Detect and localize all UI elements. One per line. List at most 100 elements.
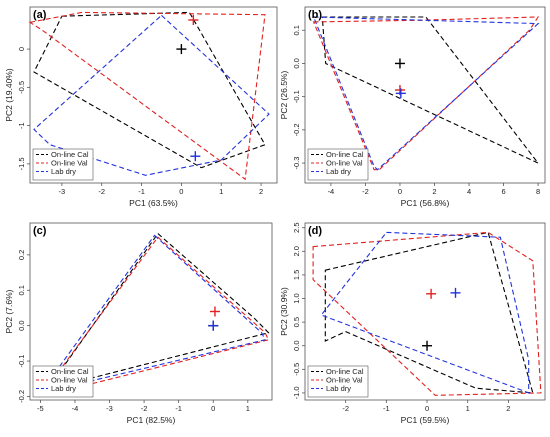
x-tick-label: -5 [37, 404, 44, 413]
x-tick-label: 2 [506, 404, 510, 413]
y-tick-label: 1.0 [292, 293, 301, 303]
centroid-on-line-cal [176, 44, 187, 55]
legend-entry: On-line Cal [326, 367, 364, 376]
panel-label: (a) [33, 9, 47, 21]
y-tick-label: 0.5 [292, 317, 301, 327]
panel-label: (d) [308, 225, 322, 237]
plot-frame [29, 222, 273, 401]
centroid-lab-dry [208, 320, 219, 331]
hull-on-line-val [28, 11, 266, 181]
hull-on-line-cal [324, 231, 534, 394]
x-tick-label: 0 [398, 187, 402, 196]
centroid-on-line-cal [394, 58, 405, 69]
x-tick-label: 8 [536, 187, 540, 196]
centroid-on-line-val [209, 306, 220, 317]
x-axis-label: PC1 (56.8%) [401, 198, 450, 208]
legend-entry: On-line Val [326, 376, 363, 385]
y-tick-label: -0.3 [292, 157, 301, 170]
x-tick-label: -3 [106, 404, 113, 413]
x-tick-label: -1 [138, 187, 145, 196]
legend-entry: On-line Cal [51, 367, 89, 376]
legend-entry: On-line Val [326, 159, 363, 168]
x-tick-label: 2 [259, 187, 263, 196]
y-tick-label: 0 [17, 47, 26, 51]
x-tick-label: 1 [246, 404, 250, 413]
centroid-on-line-val [426, 288, 437, 299]
y-axis-label: PC2 (7.6%) [4, 289, 14, 333]
x-tick-label: -4 [72, 404, 79, 413]
plot-frame [304, 222, 546, 401]
hull-on-line-cal [321, 16, 539, 164]
y-tick-label: -0.2 [292, 123, 301, 136]
legend-entry: Lab dry [326, 167, 351, 176]
panel-label: (b) [308, 9, 322, 21]
hull-lab-dry [33, 14, 270, 176]
x-tick-label: -4 [328, 187, 335, 196]
legend-entry: On-line Cal [326, 150, 364, 159]
x-tick-label: -2 [98, 187, 105, 196]
y-tick-label: 0.0 [17, 320, 26, 330]
hull-on-line-cal [33, 11, 266, 169]
y-tick-label: -0.5 [292, 363, 301, 376]
x-tick-label: -1 [175, 404, 182, 413]
legend-entry: On-line Val [51, 159, 88, 168]
legend-entry: Lab dry [326, 384, 351, 393]
x-axis-label: PC1 (82.5%) [127, 415, 176, 425]
y-tick-label: 2.0 [292, 246, 301, 256]
legend-entry: On-line Val [51, 376, 88, 385]
y-tick-label: -1.5 [17, 157, 26, 170]
x-tick-label: 0 [179, 187, 183, 196]
x-tick-label: 1 [466, 404, 470, 413]
x-axis-label: PC1 (59.5%) [401, 415, 450, 425]
hull-on-line-val [39, 236, 270, 398]
y-tick-label: -0.1 [292, 90, 301, 103]
x-tick-label: 1 [219, 187, 223, 196]
legend-entry: Lab dry [51, 167, 76, 176]
centroid-on-line-val [188, 15, 199, 26]
y-tick-label: 2.5 [292, 223, 301, 233]
x-tick-label: 2 [432, 187, 436, 196]
y-tick-label: -1 [17, 122, 26, 129]
legend-entry: On-line Cal [51, 150, 89, 159]
x-tick-label: -3 [59, 187, 66, 196]
hull-on-line-val [312, 16, 540, 171]
x-tick-label: 0 [425, 404, 429, 413]
panel-1: -3 -2 -1 0 1 2 0 -0.5 -1 -1.5 PC1 (63.5%) PC2 (19.4… [4, 6, 278, 208]
y-tick-label: 0.1 [17, 285, 26, 295]
y-tick-label: -1.0 [292, 386, 301, 399]
centroid-lab-dry [450, 287, 461, 298]
y-axis-label: PC2 (30.9%) [279, 287, 289, 336]
x-tick-label: 6 [501, 187, 505, 196]
centroid-lab-dry [395, 88, 406, 99]
y-axis-label: PC2 (19.40%) [4, 68, 14, 122]
y-tick-label: -0.5 [17, 81, 26, 94]
plot-frame [304, 6, 546, 184]
hull-lab-dry [320, 231, 530, 394]
x-tick-label: 0 [211, 404, 215, 413]
y-axis-label: PC2 (26.5%) [279, 71, 289, 120]
panel-3: -5 -4 -3 -2 -1 0 1 0.2 0.1 0.0 -0.1 -0.2 PC1 (82.5%)… [4, 222, 273, 425]
x-axis-label: PC1 (63.5%) [129, 198, 178, 208]
x-tick-label: -2 [362, 187, 369, 196]
panel-label: (c) [33, 225, 47, 237]
y-tick-label: 0.2 [17, 250, 26, 260]
x-tick-label: -2 [342, 404, 349, 413]
centroid-on-line-cal [422, 340, 433, 351]
y-tick-label: -0.2 [17, 390, 26, 403]
y-tick-label: 0.0 [292, 58, 301, 68]
x-tick-label: -1 [383, 404, 390, 413]
y-tick-label: 0.0 [292, 341, 301, 351]
hull-lab-dry [39, 234, 266, 394]
hull-on-line-val [312, 231, 542, 396]
x-tick-label: 4 [467, 187, 471, 196]
legend-entry: Lab dry [51, 384, 76, 393]
panel-4: -2 -1 0 1 2 2.5 2.0 1.5 1.0 0.5 0.0 -0.5 -1.0 PC1 (59… [279, 222, 546, 425]
y-tick-label: 0.1 [292, 25, 301, 35]
hull-lab-dry [312, 16, 540, 171]
x-tick-label: -2 [141, 404, 148, 413]
